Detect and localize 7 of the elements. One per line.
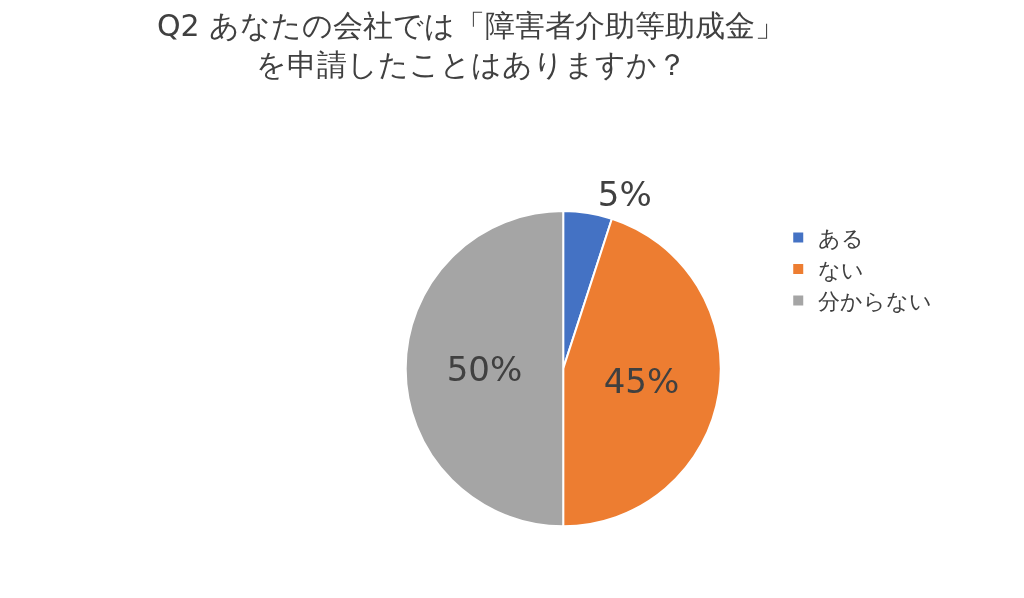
legend-label: 分からない [818, 289, 933, 315]
legend-label: ない [818, 257, 865, 283]
data-label: 50% [446, 348, 523, 389]
legend-label: ある [818, 225, 865, 251]
data-label: 5% [597, 173, 652, 214]
chart-title: Q2 あなたの会社では「障害者介助等助成金」を申請したことはありますか？ [156, 7, 786, 82]
data-label: 45% [603, 361, 680, 402]
